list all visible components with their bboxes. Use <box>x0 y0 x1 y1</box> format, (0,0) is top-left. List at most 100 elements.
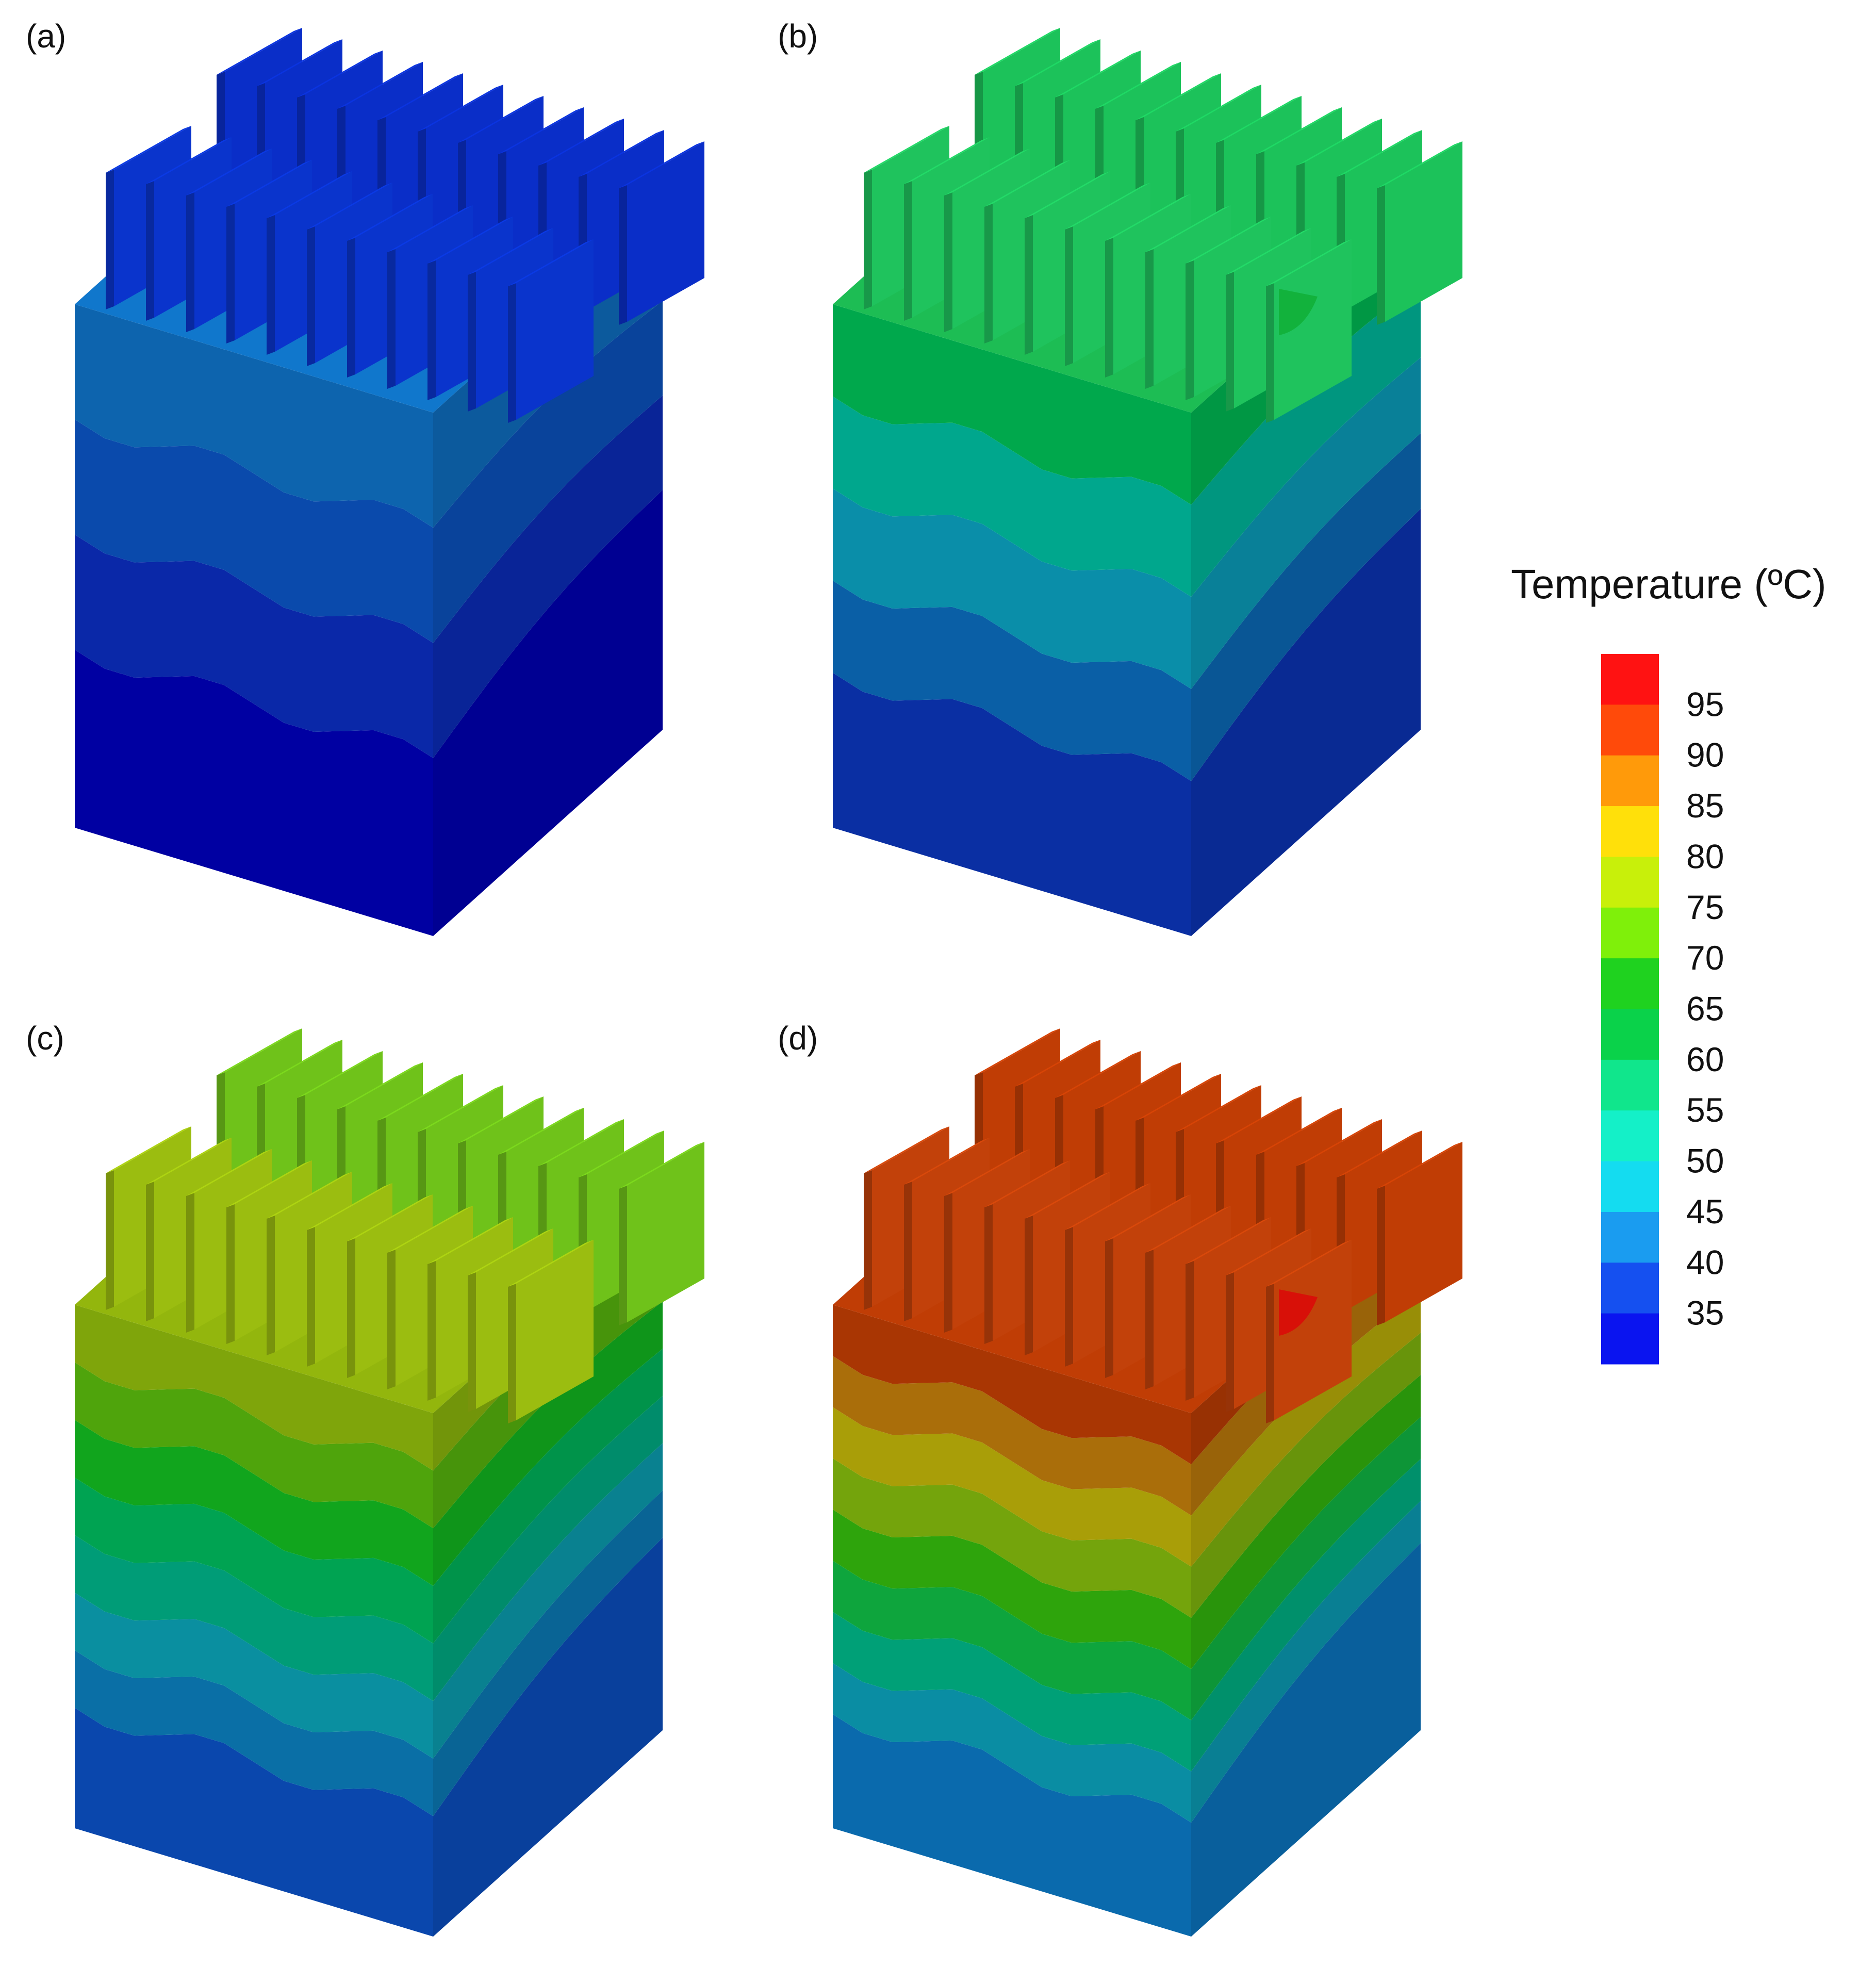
front-face-band <box>75 1362 433 1529</box>
legend-tick-label: 95 <box>1686 685 1724 723</box>
side-face-band <box>1191 1458 1421 1772</box>
fin-front-edge <box>267 215 275 355</box>
front-face-band <box>833 1612 1191 1772</box>
fin-top <box>226 1160 312 1207</box>
fin-top <box>498 1108 584 1155</box>
fin-front-edge <box>1105 238 1113 378</box>
legend-tick-label: 55 <box>1686 1091 1724 1129</box>
fin-top <box>984 1160 1070 1207</box>
fin-top <box>538 119 624 166</box>
front-face-band <box>75 1708 433 1937</box>
fin-top <box>1145 1206 1231 1253</box>
fin-front-edge <box>106 170 114 309</box>
legend-tick-label: 90 <box>1686 736 1724 774</box>
front-face-band <box>75 1420 433 1586</box>
fin-front-edge <box>226 1204 235 1344</box>
front-face-band <box>833 488 1191 689</box>
fin-front-edge <box>1065 226 1073 366</box>
legend-tick-label: 35 <box>1686 1294 1724 1332</box>
legend-swatch <box>1601 1313 1659 1365</box>
fin-top <box>1095 62 1181 109</box>
hotspot-region <box>1279 1289 1318 1336</box>
fin-top <box>1216 96 1302 143</box>
front-face-band <box>75 304 433 528</box>
fin-top <box>297 51 383 97</box>
fin-front-edge <box>347 238 355 378</box>
fin-front-edge <box>944 1193 952 1333</box>
fin-top <box>864 1126 949 1173</box>
side-face-band <box>1191 433 1421 781</box>
fin-side <box>1385 141 1462 322</box>
fin-top <box>1025 171 1110 218</box>
fin-top <box>267 1172 352 1219</box>
fin-top <box>904 1138 990 1185</box>
side-face-band <box>1191 1501 1421 1823</box>
fin-front-edge <box>1377 1186 1385 1325</box>
fin-top <box>619 141 704 188</box>
fin-top <box>864 126 949 173</box>
fin-front-edge <box>468 1272 476 1412</box>
fin-top <box>458 1096 544 1143</box>
fin-front-edge <box>186 192 194 332</box>
fin-front-edge <box>427 1261 436 1401</box>
side-face-band <box>1191 509 1421 936</box>
fin-front-edge <box>1266 1284 1274 1423</box>
front-face-band <box>833 1305 1191 1465</box>
fin-front-edge <box>427 260 436 400</box>
fin-front-edge <box>1025 1216 1033 1355</box>
fin-top <box>347 1194 433 1241</box>
front-face-band <box>833 1356 1191 1516</box>
fin-side <box>1274 239 1352 420</box>
fin-top <box>944 1149 1030 1196</box>
fin-front-edge <box>619 1186 627 1325</box>
fin-front-edge <box>1186 260 1194 400</box>
front-face-band <box>833 1561 1191 1720</box>
side-face-band <box>1191 1417 1421 1720</box>
fin-top <box>1296 119 1382 166</box>
fin-side <box>516 239 594 420</box>
legend-swatch <box>1601 907 1659 959</box>
fin-top <box>1065 183 1150 230</box>
heatsink-render-d <box>833 1028 1462 1937</box>
fin-front-edge <box>307 226 315 366</box>
fin-front-edge <box>1226 1272 1234 1412</box>
front-face-band <box>833 673 1191 936</box>
fin-side <box>627 141 704 322</box>
side-face-band <box>1191 1543 1421 1937</box>
panel-label-d: (d) <box>778 1020 818 1057</box>
fin-front-edge <box>904 181 912 321</box>
legend-tick-label: 45 <box>1686 1192 1724 1231</box>
fin-top <box>1136 73 1221 120</box>
heatsink-render-b <box>833 28 1462 936</box>
legend-swatch <box>1601 755 1659 807</box>
fin-top <box>1145 205 1231 252</box>
fin-top <box>508 239 594 286</box>
fin-top <box>106 126 191 173</box>
fin-side <box>1385 1142 1462 1322</box>
side-face-band <box>433 301 663 643</box>
fin-top <box>508 1240 594 1287</box>
fin-top <box>1136 1074 1221 1121</box>
panel-label-b: (b) <box>778 18 818 55</box>
fin-front-edge <box>1226 272 1234 412</box>
fin-front-edge <box>186 1193 194 1333</box>
front-face-band <box>833 1458 1191 1618</box>
side-face-band <box>433 1348 663 1644</box>
fin-top <box>904 137 990 184</box>
fin-top <box>1095 1062 1181 1109</box>
fin-top <box>1015 1040 1100 1087</box>
fin-top <box>1186 1217 1271 1264</box>
fin-top <box>1065 1183 1150 1230</box>
side-face-band <box>1191 1290 1421 1567</box>
fin-front-edge <box>904 1182 912 1321</box>
fin-top <box>458 96 544 143</box>
fin-front-edge <box>1145 249 1154 389</box>
legend-swatch <box>1601 654 1659 705</box>
front-face-band <box>75 1593 433 1759</box>
fin-side <box>627 1142 704 1322</box>
fin-top <box>337 62 423 109</box>
fin-top <box>337 1062 423 1109</box>
fin-front-edge <box>984 204 993 343</box>
front-face-band <box>75 1650 433 1816</box>
